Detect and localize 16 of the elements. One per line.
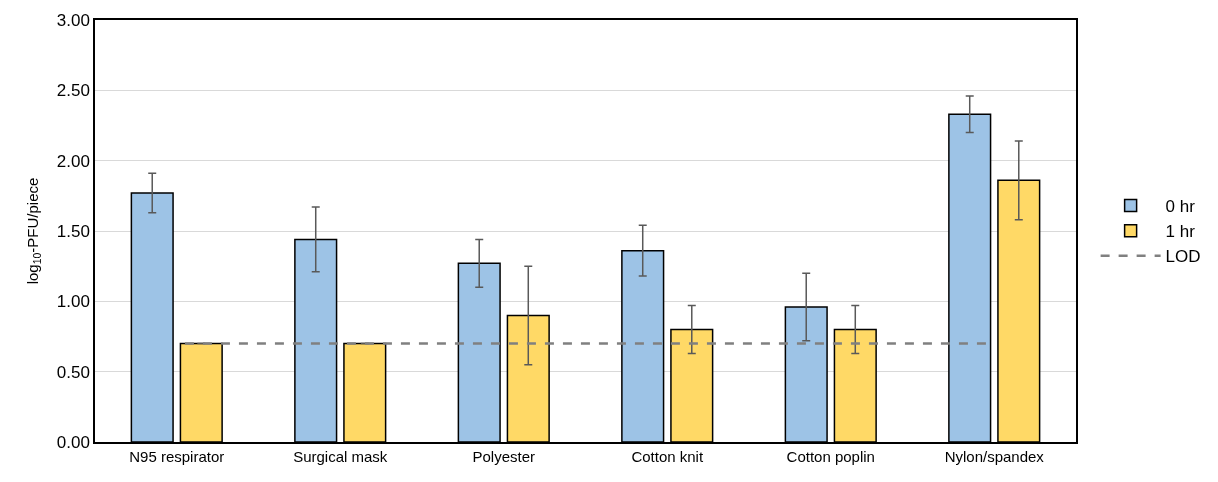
x-tick-label: Cotton poplin [786, 447, 875, 465]
x-tick-label: N95 respirator [129, 447, 225, 465]
x-tick-label: Polyester [472, 447, 536, 465]
x-tick-label: Surgical mask [293, 447, 388, 465]
legend-label: LOD [1165, 247, 1201, 267]
x-tick-label: Nylon/spandex [944, 447, 1045, 465]
x-tick-label: Cotton knit [631, 447, 704, 465]
y-tick-label: 2.00 [56, 151, 90, 171]
y-tick-label: 1.50 [56, 221, 90, 241]
y-tick-label: 1.00 [56, 292, 90, 312]
y-tick-label: 2.50 [56, 81, 90, 101]
y-tick-label: 0.50 [56, 362, 90, 382]
legend-label: 0 hr [1165, 197, 1196, 217]
y-tick-label: 3.00 [56, 10, 90, 30]
y-tick-label: 0.00 [56, 432, 90, 452]
legend-label: 1 hr [1165, 222, 1196, 242]
